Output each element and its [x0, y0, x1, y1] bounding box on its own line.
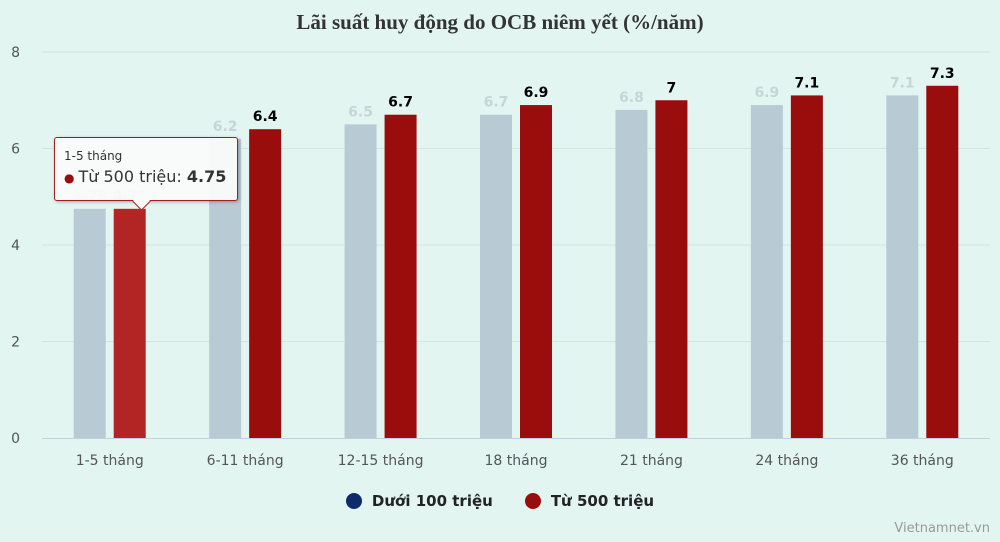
- tooltip-category: 1-5 tháng: [64, 149, 123, 163]
- bar-duoi-100[interactable]: [480, 114, 512, 438]
- legend: Dưới 100 triệu Từ 500 triệu: [0, 492, 1000, 510]
- x-tick-label: 6-11 tháng: [207, 453, 284, 469]
- y-tick-label: 2: [11, 335, 20, 351]
- y-tick-label: 0: [11, 431, 20, 447]
- bar-tu-500[interactable]: [655, 100, 688, 438]
- legend-label: Dưới 100 triệu: [371, 492, 493, 510]
- y-tick-label: 4: [11, 238, 20, 254]
- y-tick-label: 6: [11, 142, 20, 158]
- legend-dot-icon: [345, 493, 362, 509]
- bar-duoi-100[interactable]: [886, 95, 919, 439]
- legend-item-duoi-100[interactable]: Dưới 100 triệu: [345, 492, 493, 510]
- bar-tu-500[interactable]: [113, 208, 146, 438]
- bar-tu-500[interactable]: [249, 129, 282, 438]
- legend-dot-icon: [524, 493, 541, 509]
- bar-duoi-100[interactable]: [73, 208, 106, 438]
- data-label: 6.7: [484, 95, 509, 111]
- x-tick-label: 36 tháng: [891, 453, 954, 469]
- bar-tu-500[interactable]: [790, 95, 823, 439]
- data-label: 7: [667, 80, 677, 96]
- x-tick-label: 12-15 tháng: [338, 453, 424, 469]
- x-tick-label: 24 tháng: [755, 453, 818, 469]
- data-label: 6.5: [348, 104, 373, 120]
- bar-duoi-100[interactable]: [750, 105, 783, 438]
- x-tick-label: 1-5 tháng: [76, 453, 144, 469]
- series-dot-icon: ●: [64, 171, 75, 185]
- tooltip-value: 4.75: [186, 167, 227, 186]
- x-tick-label: 18 tháng: [485, 453, 548, 469]
- data-label: 6.7: [388, 95, 413, 111]
- bar-duoi-100[interactable]: [615, 109, 648, 439]
- bar-tu-500[interactable]: [384, 114, 417, 438]
- data-label: 7.1: [890, 75, 915, 91]
- data-label: 6.9: [524, 85, 549, 101]
- bar-tu-500[interactable]: [520, 105, 552, 438]
- credit[interactable]: Vietnamnet.vn: [894, 521, 990, 536]
- x-tick-label: 21 tháng: [620, 453, 683, 469]
- data-label: 7.1: [794, 75, 819, 91]
- tooltip-series: Từ 500 triệu: [78, 167, 177, 186]
- data-label: 6.2: [213, 119, 238, 135]
- tooltip: 1-5 tháng ● Từ 500 triệu: 4.75: [54, 137, 238, 211]
- data-label: 6.8: [619, 90, 644, 106]
- data-label: 6.4: [253, 109, 278, 125]
- bar-tu-500[interactable]: [926, 85, 959, 439]
- legend-item-tu-500[interactable]: Từ 500 triệu: [524, 492, 655, 510]
- tooltip-value-line: ● Từ 500 triệu: 4.75: [64, 167, 227, 186]
- y-tick-label: 8: [11, 45, 20, 61]
- legend-label: Từ 500 triệu: [550, 492, 655, 510]
- data-label: 7.3: [930, 66, 955, 82]
- chart-title: Lãi suất huy động do OCB niêm yết (%/năm…: [296, 10, 704, 34]
- data-label: 6.9: [754, 85, 779, 101]
- bar-duoi-100[interactable]: [344, 124, 377, 438]
